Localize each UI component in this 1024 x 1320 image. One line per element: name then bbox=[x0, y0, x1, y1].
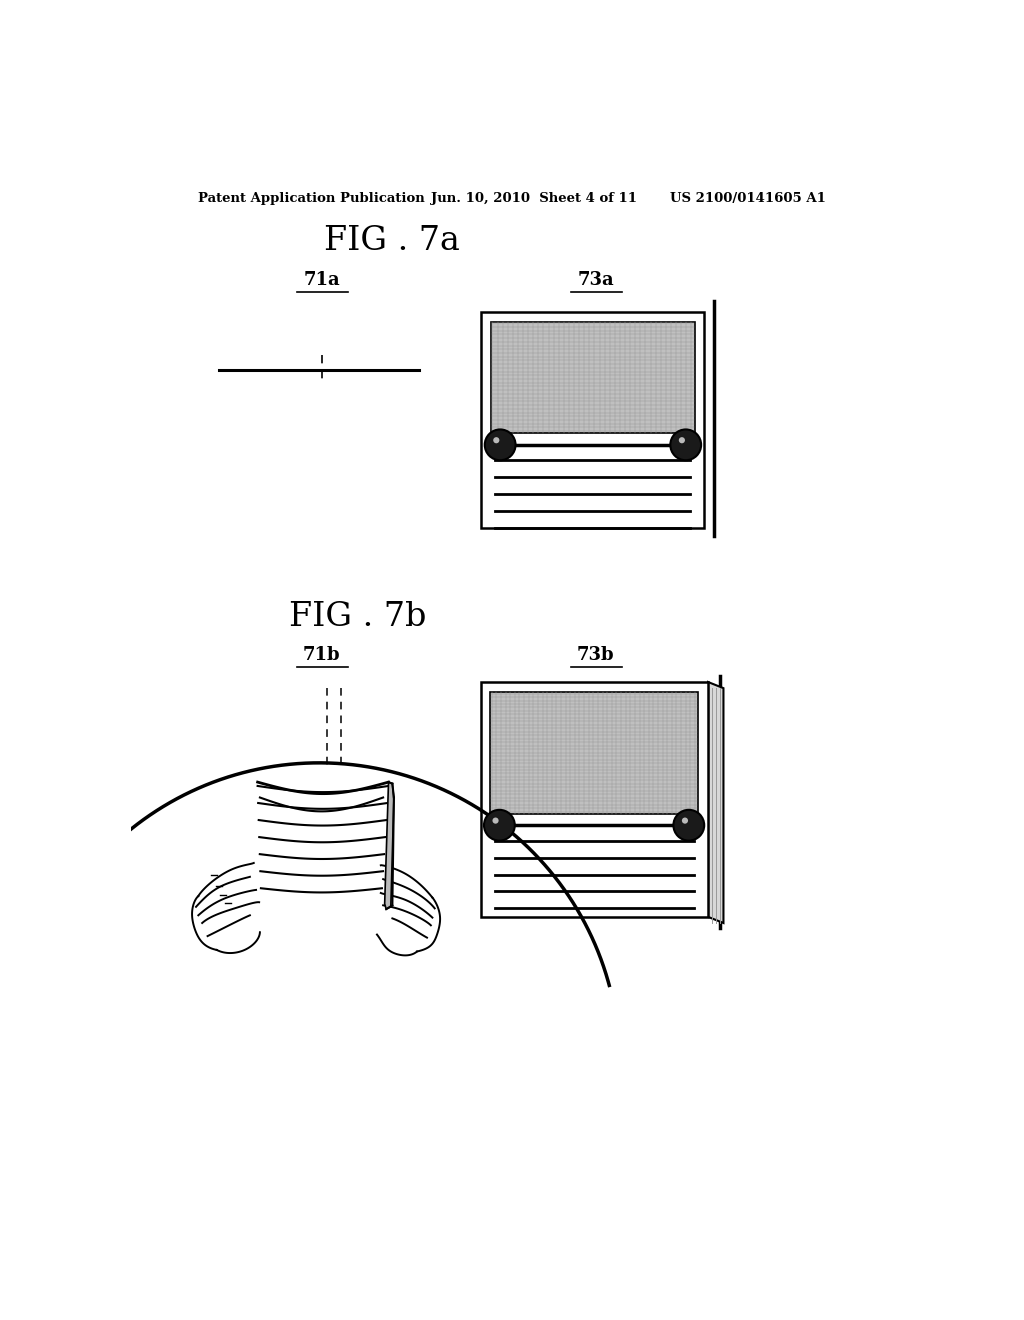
Polygon shape bbox=[385, 781, 394, 909]
Bar bbox=[481, 313, 705, 528]
Text: 71b: 71b bbox=[303, 647, 340, 664]
Text: US 2100/0141605 A1: US 2100/0141605 A1 bbox=[670, 191, 825, 205]
Text: Patent Application Publication: Patent Application Publication bbox=[199, 191, 425, 205]
Circle shape bbox=[671, 429, 701, 461]
Circle shape bbox=[484, 429, 515, 461]
Bar bbox=[490, 322, 695, 433]
Circle shape bbox=[494, 437, 500, 444]
Circle shape bbox=[493, 817, 499, 824]
Bar bbox=[490, 692, 698, 813]
Circle shape bbox=[674, 810, 705, 841]
Text: FIG . 7a: FIG . 7a bbox=[325, 224, 461, 257]
Text: 73b: 73b bbox=[577, 647, 614, 664]
Bar bbox=[481, 682, 708, 917]
Polygon shape bbox=[708, 682, 724, 923]
Circle shape bbox=[682, 817, 688, 824]
Circle shape bbox=[484, 810, 515, 841]
Text: 71a: 71a bbox=[303, 272, 340, 289]
Text: Jun. 10, 2010  Sheet 4 of 11: Jun. 10, 2010 Sheet 4 of 11 bbox=[431, 191, 637, 205]
Circle shape bbox=[679, 437, 685, 444]
Text: FIG . 7b: FIG . 7b bbox=[289, 601, 426, 632]
Text: 73a: 73a bbox=[578, 272, 614, 289]
